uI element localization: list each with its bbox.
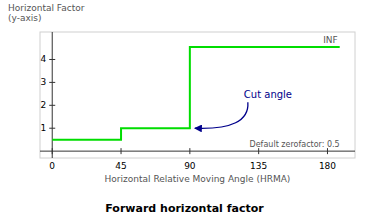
- y-tick: [49, 59, 55, 60]
- y-tick-label: 1: [40, 123, 46, 133]
- annotation: INF: [323, 35, 338, 45]
- x-tick-label: 135: [250, 161, 267, 171]
- y-label-line: Horizontal Factor: [8, 3, 85, 13]
- x-tick-label: 180: [319, 161, 336, 171]
- x-tick-label: 90: [184, 161, 196, 171]
- annotation: Default zerofactor: 0.5: [250, 140, 340, 149]
- plot-frame: [40, 32, 355, 158]
- y-label-line: (y-axis): [8, 13, 41, 23]
- y-tick-label: 3: [40, 77, 46, 87]
- title: Forward horizontal factor: [105, 202, 264, 215]
- y-tick-label: 2: [40, 100, 46, 110]
- x-tick-label: 45: [115, 161, 126, 171]
- y-label: Horizontal Factor(y-axis): [8, 3, 85, 23]
- y-tick: [49, 105, 55, 106]
- annotation: Cut angle: [244, 89, 292, 100]
- x-tick: [189, 148, 190, 154]
- x-tick: [52, 148, 53, 154]
- annotation-arrow: [195, 102, 248, 128]
- y-tick-label: 4: [40, 54, 46, 64]
- plot-area: [52, 47, 339, 140]
- y-tick: [49, 82, 55, 83]
- x-label: Horizontal Relative Moving Angle (HRMA): [105, 174, 291, 184]
- y-tick: [49, 128, 55, 129]
- x-tick-label: 0: [49, 161, 55, 171]
- chart: 0 45 90 135 180 1 2 3 4 INF Default zerofactor: 0.…: [0, 0, 369, 218]
- x-axis: [40, 151, 355, 152]
- x-tick: [121, 148, 122, 154]
- step-line: [52, 47, 339, 140]
